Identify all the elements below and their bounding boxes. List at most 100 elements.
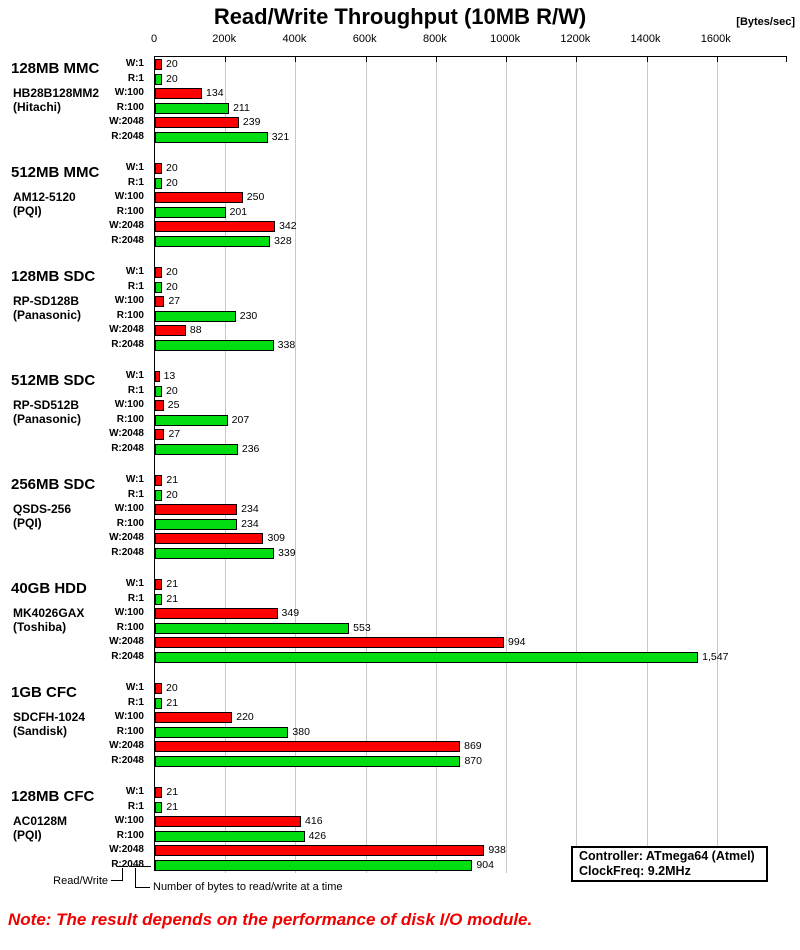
write-bar (155, 221, 276, 232)
read-bar (155, 755, 461, 767)
group-model: HB28B128MM2 (13, 86, 100, 100)
bar-value-label: 870 (464, 754, 482, 767)
read-bar (155, 651, 699, 663)
bar-row-label: W:2048 (109, 532, 144, 543)
bar-value-label: 904 (476, 858, 494, 871)
read-bar (155, 73, 163, 85)
group-name: 128MB CFC (11, 788, 95, 805)
read-bar (155, 281, 163, 293)
group-name: 1GB CFC (11, 684, 77, 701)
axis-tick (647, 57, 648, 62)
read-bar (155, 593, 163, 605)
bar-row-label: R:100 (116, 101, 144, 113)
bar-value-label: 20 (166, 162, 178, 174)
bar-value-label: 342 (279, 220, 297, 232)
read-bar (155, 622, 350, 634)
read-bar (155, 547, 275, 559)
axis-tick (295, 57, 296, 62)
write-bar (155, 163, 163, 174)
group-maker: (PQI) (13, 828, 42, 842)
bar-row-label: R:100 (116, 621, 144, 633)
rw-label-underline (117, 866, 128, 867)
axis-tick (717, 57, 718, 62)
bar-row-label: W:1 (125, 474, 144, 485)
bar-row-label: R:1 (127, 696, 144, 708)
bytes-bracket-line (135, 868, 150, 888)
group-name: 40GB HDD (11, 580, 87, 597)
read-bar (155, 235, 271, 247)
group-maker: (Sandisk) (13, 724, 68, 738)
write-bar (155, 296, 165, 307)
read-bar (155, 339, 274, 351)
gridline (366, 57, 367, 873)
bar-row-label: W:2048 (109, 636, 144, 647)
read-bar (155, 830, 305, 842)
group-header: 1GB CFC SDCFH-1024 (Sandisk) (11, 684, 85, 738)
group-name: 512MB MMC (11, 164, 100, 181)
bar-value-label: 339 (278, 546, 296, 559)
bar-value-label: 869 (464, 740, 482, 752)
write-bar (155, 117, 239, 128)
bar-row-label: W:100 (114, 399, 144, 410)
bar-row-label: R:100 (116, 413, 144, 425)
group-maker: (Panasonic) (13, 412, 82, 426)
read-bar (155, 726, 289, 738)
group-header: 40GB HDD MK4026GAX (Toshiba) (11, 580, 87, 634)
write-bar (155, 192, 243, 203)
write-bar (155, 371, 160, 382)
group-model: AM12-5120 (13, 190, 76, 204)
x-axis-tick-label: 200k (212, 33, 237, 45)
bar-value-label: 994 (508, 636, 526, 648)
bar-row-label: R:100 (116, 517, 144, 529)
footnote-bytes: Number of bytes to read/write at a time (153, 881, 343, 893)
read-bar (155, 518, 238, 530)
group-header: 512MB SDC RP-SD512B (Panasonic) (11, 372, 95, 426)
controller-info-box: Controller: ATmega64 (Atmel) ClockFreq: … (571, 846, 768, 882)
read-bar (155, 385, 163, 397)
bar-value-label: 220 (236, 711, 254, 723)
footnote-readwrite: Read/Write (53, 875, 108, 887)
bytes-label-underline (130, 866, 151, 867)
group-header: 128MB MMC HB28B128MM2 (Hitachi) (11, 60, 99, 114)
bar-value-label: 380 (292, 725, 310, 738)
axis-tick (576, 57, 577, 62)
read-bar (155, 443, 238, 455)
chart-title: Read/Write Throughput (10MB R/W) (213, 4, 587, 29)
read-bar (155, 310, 236, 322)
bar-value-label: 88 (189, 324, 202, 336)
bar-row-label: R:1 (127, 280, 144, 292)
write-bar (155, 845, 485, 856)
bar-value-label: 27 (168, 295, 181, 307)
bar-row-label: R:2048 (111, 442, 144, 454)
write-bar (155, 683, 163, 694)
bar-value-label: 938 (488, 844, 506, 856)
group-name: 256MB SDC (11, 476, 96, 493)
gridline (225, 57, 226, 873)
bar-row-label: W:2048 (109, 844, 144, 855)
write-bar (155, 816, 302, 827)
group-maker: (Hitachi) (13, 100, 61, 114)
bar-value-label: 230 (239, 309, 258, 322)
bar-value-label: 21 (166, 696, 179, 709)
axis-tick (366, 57, 367, 62)
x-axis-tick-label: 600k (352, 33, 377, 45)
group-maker: (Panasonic) (13, 308, 82, 322)
bar-row-label: W:2048 (109, 220, 144, 231)
gridline (436, 57, 437, 873)
readwrite-bracket-line (111, 868, 123, 881)
bar-value-label: 201 (229, 205, 248, 218)
bar-row-label: W:2048 (109, 116, 144, 127)
bar-value-label: 21 (166, 786, 179, 798)
bar-row-label: R:100 (116, 205, 144, 217)
bar-value-label: 20 (166, 488, 178, 501)
read-bar (155, 206, 226, 218)
bar-value-label: 250 (246, 191, 265, 203)
bar-row-label: R:1 (127, 72, 144, 84)
group-name: 128MB MMC (11, 60, 100, 77)
axis-tick (786, 57, 787, 62)
group-header: 512MB MMC AM12-5120 (PQI) (11, 164, 99, 218)
write-bar (155, 267, 163, 278)
write-bar (155, 475, 163, 486)
group-maker: (PQI) (13, 204, 42, 218)
